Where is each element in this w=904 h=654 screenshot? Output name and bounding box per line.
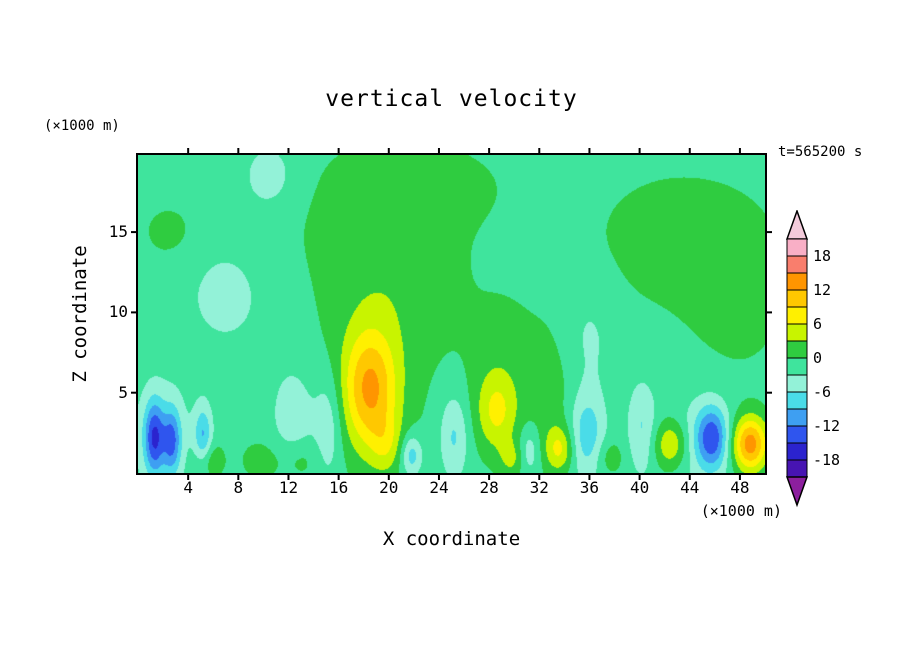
colorbar-band bbox=[786, 289, 808, 308]
colorbar-band bbox=[786, 272, 808, 291]
page-title: vertical velocity bbox=[325, 86, 578, 112]
colorbar-band bbox=[786, 255, 808, 274]
colorbar-label: 0 bbox=[813, 349, 823, 367]
colorbar-label: -6 bbox=[813, 383, 832, 401]
y-axis-unit: (×1000 m) bbox=[44, 118, 120, 134]
colorbar-band bbox=[786, 408, 808, 427]
x-tick-label: 16 bbox=[328, 478, 349, 497]
colorbar-band bbox=[786, 323, 808, 342]
x-tick-label: 28 bbox=[479, 478, 499, 497]
x-tick-label: 32 bbox=[529, 478, 549, 497]
colorbar-arrow-top bbox=[786, 210, 809, 240]
y-tick-label: 15 bbox=[108, 222, 128, 242]
y-tick-label: 5 bbox=[118, 382, 128, 402]
x-tick-label: 36 bbox=[579, 478, 600, 497]
colorbar-label: -12 bbox=[813, 417, 841, 435]
x-tick-label: 12 bbox=[278, 478, 299, 497]
colorbar-band bbox=[786, 442, 808, 461]
colorbar-label: 6 bbox=[813, 315, 823, 333]
colorbar-band bbox=[786, 425, 808, 444]
contour-field-canvas bbox=[138, 155, 765, 473]
x-axis-label: X coordinate bbox=[382, 528, 521, 550]
colorbar-band bbox=[786, 391, 808, 410]
colorbar-label: 18 bbox=[813, 247, 832, 265]
x-tick-label: 24 bbox=[429, 478, 449, 497]
colorbar-band bbox=[786, 374, 808, 393]
colorbar-band bbox=[786, 459, 808, 478]
colorbar-label: 12 bbox=[813, 281, 832, 299]
x-tick-label: 40 bbox=[629, 478, 650, 497]
x-tick-label: 4 bbox=[183, 478, 193, 497]
colorbar-label: -18 bbox=[813, 451, 841, 469]
colorbar-band bbox=[786, 238, 808, 257]
y-tick-label: 10 bbox=[108, 302, 128, 322]
time-annotation: t=565200 s bbox=[778, 144, 863, 160]
colorbar bbox=[786, 210, 809, 508]
x-tick-label: 20 bbox=[379, 478, 399, 497]
x-tick-label: 8 bbox=[233, 478, 244, 497]
x-axis-unit: (×1000 m) bbox=[700, 502, 782, 520]
plot-area bbox=[136, 153, 767, 475]
x-tick-label: 48 bbox=[730, 478, 750, 497]
colorbar-band bbox=[786, 357, 808, 376]
colorbar-arrow-bottom bbox=[786, 476, 809, 508]
colorbar-band bbox=[786, 306, 808, 325]
x-tick-label: 44 bbox=[680, 478, 700, 497]
colorbar-band bbox=[786, 340, 808, 359]
